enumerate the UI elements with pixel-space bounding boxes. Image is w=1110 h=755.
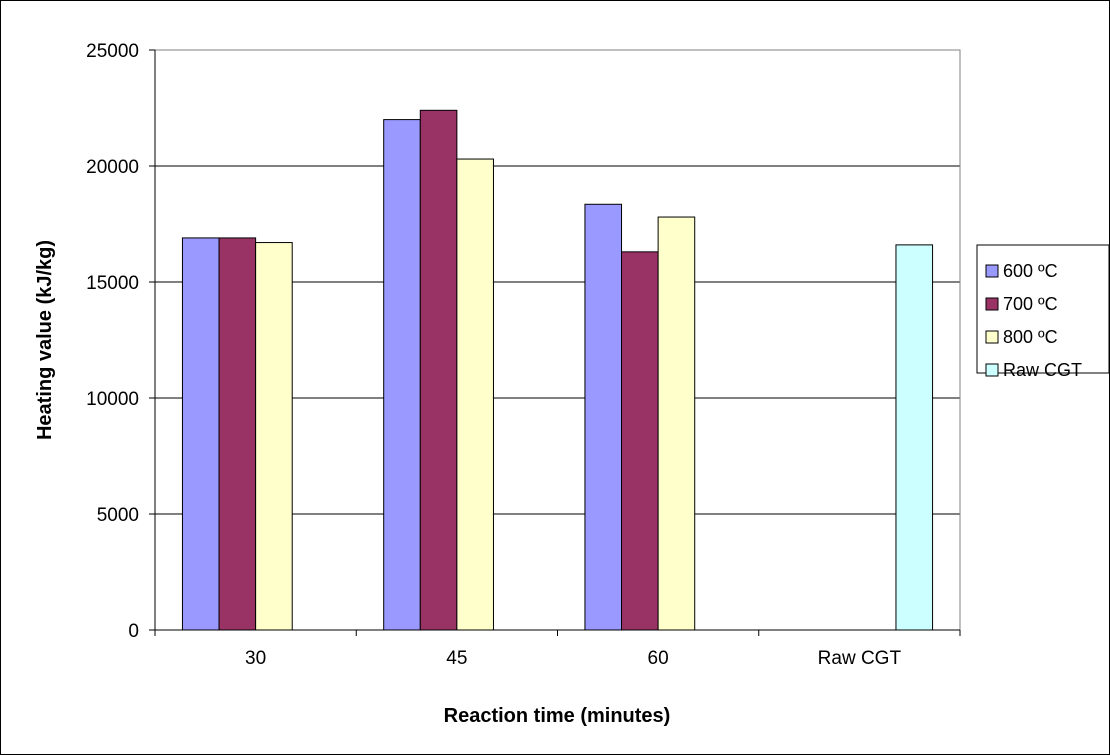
- bar-700-c-30: [218, 237, 257, 631]
- bar-700-c-45: [419, 109, 458, 631]
- legend-label: 600 ºC: [1003, 261, 1058, 281]
- bar-raw-cgt-raw-cgt: [895, 244, 934, 631]
- bar-600-c-60: [584, 203, 623, 631]
- x-tick-labels: 30 45 60 Raw CGT: [245, 648, 901, 669]
- y-tick-label: 20000: [86, 157, 139, 178]
- legend: 600 ºC 700 ºC 800 ºC Raw CGT: [976, 244, 1110, 380]
- bar-800-c-60: [657, 216, 696, 631]
- legend-label: 800 ºC: [1003, 327, 1058, 347]
- x-tick-label: 45: [446, 648, 467, 669]
- legend-label: 700 ºC: [1003, 294, 1058, 314]
- y-tick-label: 25000: [86, 41, 139, 62]
- x-tick-label: Raw CGT: [818, 648, 902, 669]
- bar-800-c-30: [255, 242, 293, 631]
- axes: [149, 49, 961, 636]
- y-tick-label: 5000: [97, 505, 139, 526]
- x-tick-label: 60: [648, 648, 669, 669]
- bar-700-c-60: [621, 251, 659, 631]
- y-tick-label: 10000: [86, 389, 139, 410]
- legend-swatch: [985, 330, 999, 344]
- legend-swatch: [985, 264, 999, 278]
- legend-swatch: [985, 297, 999, 311]
- bars: [181, 109, 934, 631]
- legend-swatch: [985, 363, 999, 377]
- x-tick-label: 30: [245, 648, 266, 669]
- x-axis-title: Reaction time (minutes): [444, 705, 671, 727]
- legend-box: [976, 244, 1110, 374]
- legend-label: Raw CGT: [1003, 360, 1082, 380]
- y-tick-label: 15000: [86, 273, 139, 294]
- bar-600-c-30: [181, 237, 220, 631]
- y-tick-labels: 0 5000 10000 15000 20000 25000: [86, 41, 139, 642]
- bar-800-c-45: [456, 158, 494, 631]
- y-axis-title: Heating value (kJ/kg): [34, 240, 56, 440]
- bar-600-c-45: [383, 119, 421, 631]
- y-tick-label: 0: [128, 621, 139, 642]
